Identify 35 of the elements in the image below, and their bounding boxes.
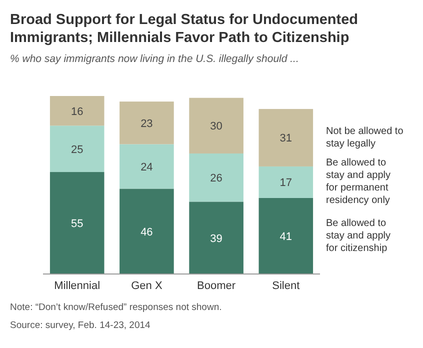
bar bbox=[50, 126, 104, 172]
source-note: Source: survey, Feb. 14-23, 2014 bbox=[10, 320, 150, 331]
series-label: Not be allowed to stay legally bbox=[326, 126, 404, 150]
data-label: 46 bbox=[140, 226, 153, 238]
data-label: 41 bbox=[280, 230, 292, 243]
bar bbox=[50, 96, 104, 126]
series-label: Be allowed to stay and apply for citizenship bbox=[326, 218, 390, 254]
data-label: 17 bbox=[280, 177, 292, 190]
data-label: 23 bbox=[140, 118, 153, 130]
data-label: 26 bbox=[210, 172, 222, 185]
bar bbox=[258, 166, 314, 198]
bar bbox=[189, 202, 244, 274]
x-tick-label: Silent bbox=[272, 280, 300, 292]
x-tick-label: Gen X bbox=[131, 280, 163, 292]
x-tick-label: Boomer bbox=[197, 280, 236, 292]
bar bbox=[189, 98, 244, 154]
bar bbox=[258, 198, 314, 274]
bar bbox=[120, 188, 174, 274]
bar bbox=[50, 172, 104, 274]
bar bbox=[120, 102, 174, 144]
data-label: 31 bbox=[280, 132, 292, 145]
chart-title: Broad Support for Legal Status for Undocumented Immigrants; Millennials Favor Path to Citizenship bbox=[10, 12, 358, 46]
chart-subtitle: % who say immigrants now living in the U.S. illegally should ... bbox=[10, 53, 299, 65]
series-label: Be allowed to stay and apply for permanent residency only bbox=[326, 158, 390, 206]
data-label: 16 bbox=[70, 106, 84, 118]
data-label: 24 bbox=[140, 161, 153, 174]
data-label: 55 bbox=[70, 218, 84, 230]
bar bbox=[120, 144, 174, 189]
data-label: 30 bbox=[210, 120, 222, 133]
bar bbox=[258, 108, 314, 166]
text: Note: “Don’t know/Refused” responses not shown. bbox=[10, 302, 222, 313]
x-tick-label: Millennial bbox=[54, 280, 100, 292]
data-label: 39 bbox=[210, 232, 222, 245]
bar bbox=[189, 153, 244, 202]
data-label: 25 bbox=[70, 144, 84, 156]
